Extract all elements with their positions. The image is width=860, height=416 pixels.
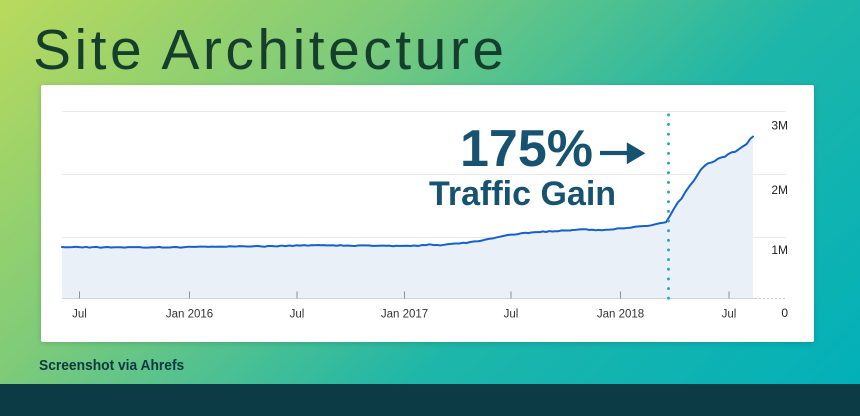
svg-text:0: 0 <box>781 306 788 320</box>
svg-text:Jul: Jul <box>722 309 737 321</box>
svg-text:Jan 2016: Jan 2016 <box>166 309 213 321</box>
svg-text:1M: 1M <box>771 243 788 257</box>
svg-text:Jul: Jul <box>290 309 305 321</box>
svg-text:Jan 2017: Jan 2017 <box>381 309 428 321</box>
svg-text:Jan 2018: Jan 2018 <box>597 309 644 321</box>
svg-text:2M: 2M <box>771 183 788 197</box>
svg-text:Jul: Jul <box>504 309 519 321</box>
svg-text:3M: 3M <box>771 119 788 133</box>
svg-text:Jul: Jul <box>72 309 87 321</box>
